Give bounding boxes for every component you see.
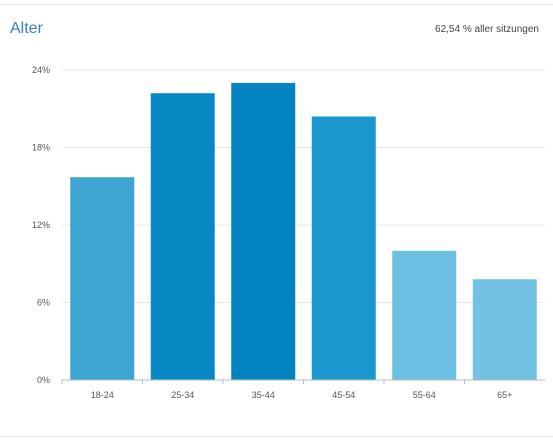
x-tick-label: 55-64: [413, 390, 436, 400]
x-axis-labels: 18-24 25-34 35-44 45-54 55-64 65+: [91, 390, 513, 400]
y-tick-label: 24%: [32, 65, 50, 75]
y-tick-label: 0%: [37, 375, 50, 385]
x-tick-label: 35-44: [252, 390, 275, 400]
card-bottom-border: [0, 436, 553, 437]
y-tick-label: 18%: [32, 143, 50, 153]
sessions-percentage: 62,54 % aller sitzungen: [435, 24, 539, 35]
chart-title: Alter: [10, 20, 43, 37]
bar-55-64[interactable]: [392, 250, 457, 380]
bar-35-44[interactable]: [231, 82, 296, 381]
y-tick-label: 12%: [32, 220, 50, 230]
card-top-border: [0, 4, 553, 5]
grid-lines: [62, 69, 545, 303]
bar-18-24[interactable]: [70, 177, 135, 380]
bar-65+[interactable]: [472, 279, 537, 380]
bars: [70, 82, 537, 381]
x-tick-label: 45-54: [332, 390, 355, 400]
x-axis: [61, 379, 545, 384]
y-axis-ticks: 0% 6% 12% 18% 24%: [32, 65, 50, 385]
x-tick-label: 65+: [497, 390, 512, 400]
x-tick-label: 25-34: [171, 390, 194, 400]
bar-25-34[interactable]: [150, 93, 215, 380]
x-tick-label: 18-24: [91, 390, 114, 400]
bar-45-54[interactable]: [311, 116, 376, 381]
y-tick-label: 6%: [37, 298, 50, 308]
